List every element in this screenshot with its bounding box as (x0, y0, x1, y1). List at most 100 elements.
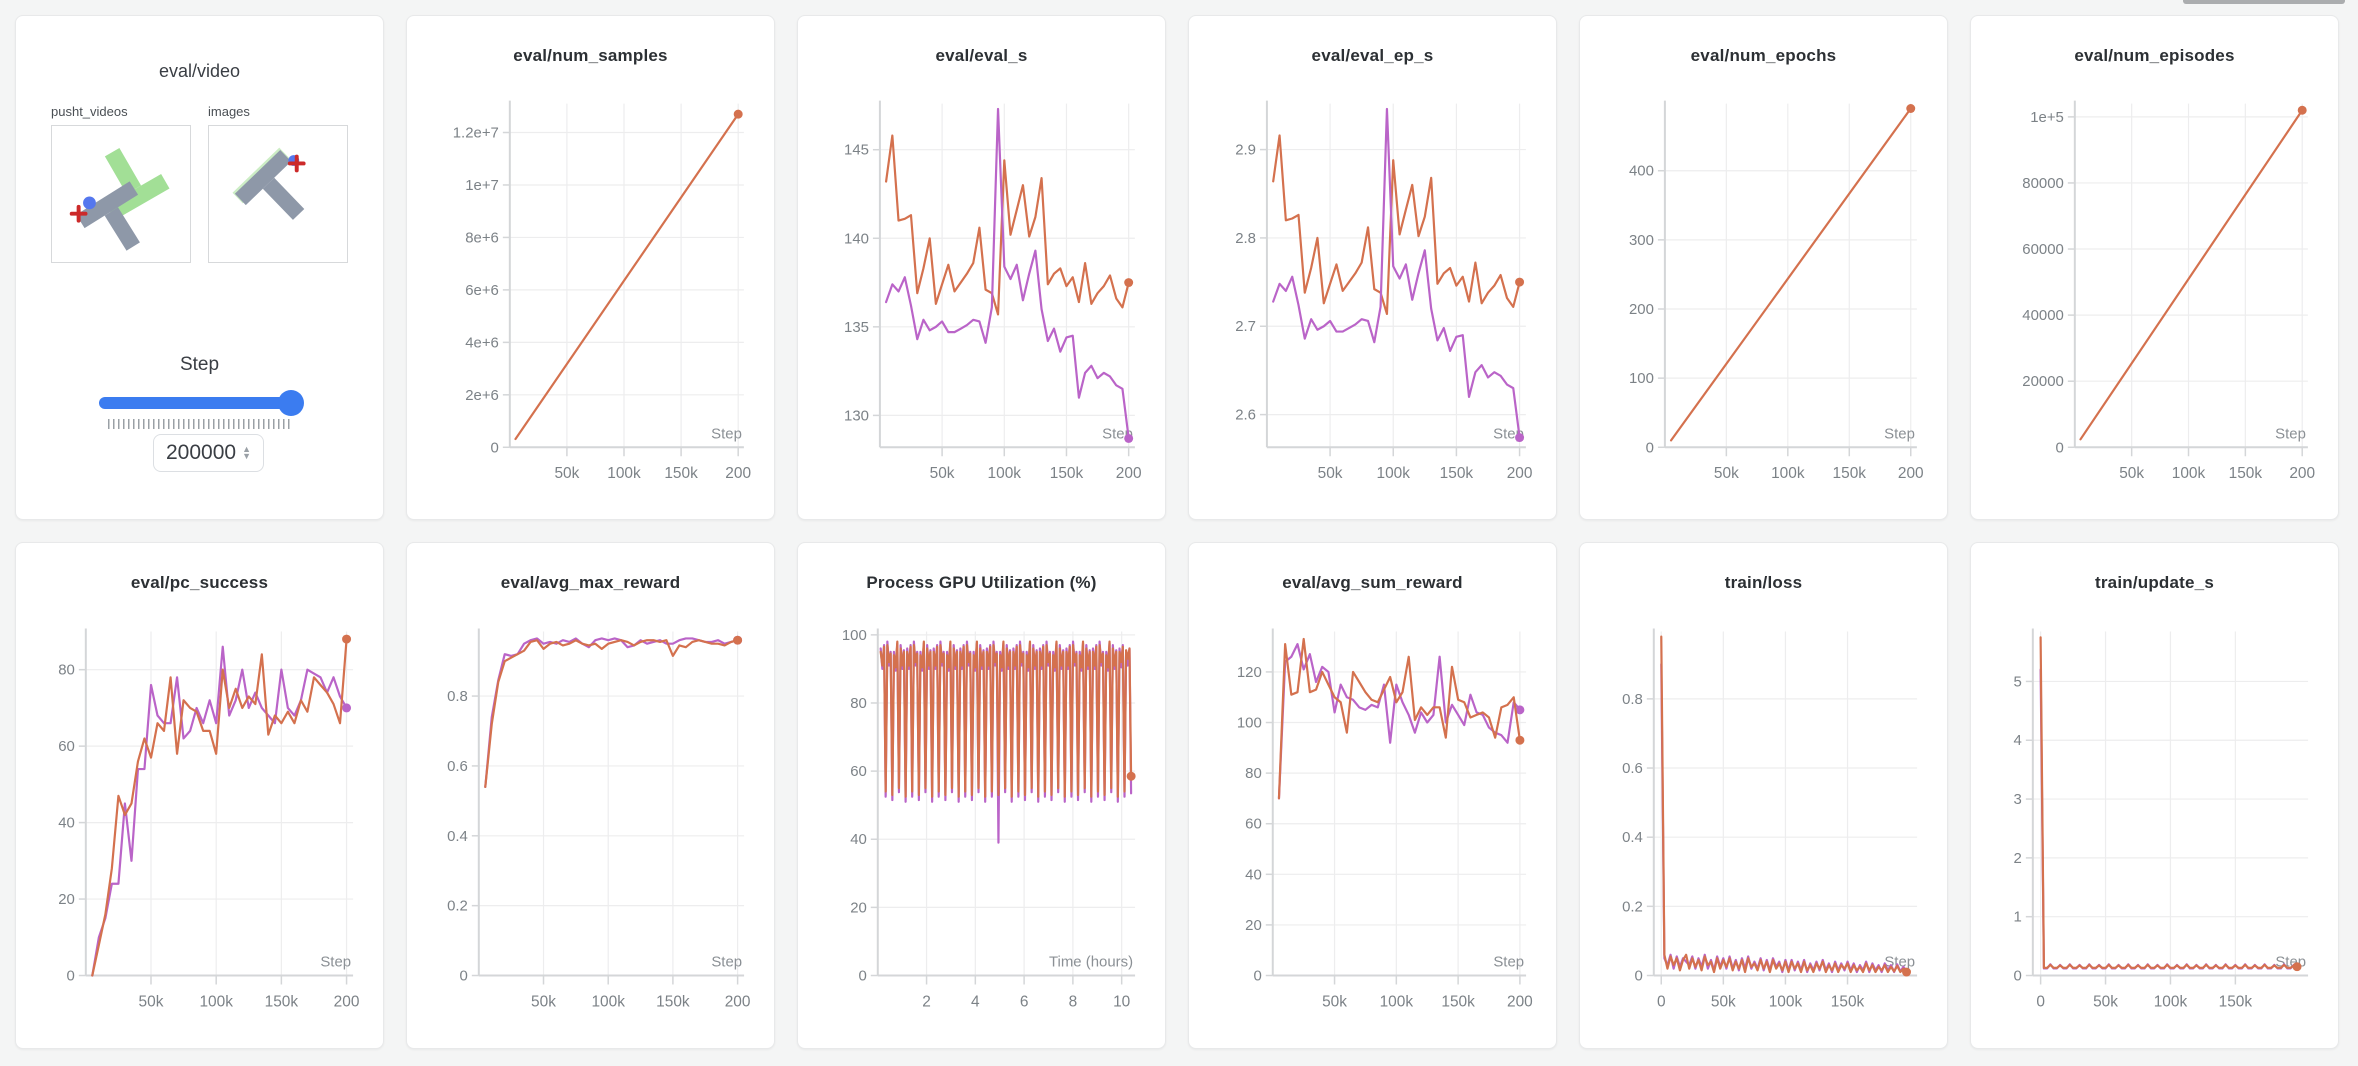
line-chart[interactable]: 0 20 40 60 80 100 2 4 6 8 10 Time (hours) (798, 543, 1165, 1048)
svg-text:20: 20 (850, 899, 867, 916)
svg-text:4: 4 (971, 993, 980, 1010)
svg-text:50k: 50k (531, 993, 556, 1010)
chart-title: eval/num_samples (513, 46, 668, 65)
pusht-image-thumbnail[interactable] (208, 125, 348, 263)
step-number-input[interactable]: 200000 ▲ ▼ (153, 434, 264, 472)
svg-text:0.4: 0.4 (1622, 829, 1643, 846)
svg-text:0: 0 (67, 967, 75, 984)
svg-text:100: 100 (842, 627, 867, 644)
svg-text:2e+6: 2e+6 (465, 387, 499, 404)
line-chart[interactable]: 0 100 200 300 400 50k 100k 150k 200 Step (1580, 16, 1947, 519)
svg-text:50k: 50k (2093, 993, 2118, 1010)
line-chart[interactable]: 0 2e+6 4e+6 6e+6 8e+6 1e+7 1.2e+7 50k 100k 150k 20… (407, 16, 774, 519)
chart-title: eval/pc_success (130, 573, 269, 592)
svg-text:145: 145 (844, 142, 869, 159)
svg-text:8: 8 (1069, 993, 1078, 1010)
line-chart[interactable]: 0 20 40 60 80 50k 100k 150k 200 Step (16, 543, 383, 1048)
svg-text:50k: 50k (554, 465, 579, 482)
svg-text:4: 4 (2014, 732, 2022, 749)
chart-panel-eval-eval-s: eval/eval_s 130 135 140 145 50k 100k 150k 200 St… (797, 15, 1166, 520)
pusht-video-thumbnail[interactable] (51, 125, 191, 263)
chart-panel-eval-eval-ep-s: eval/eval_ep_s 2.6 2.7 2.8 2.9 50k 100k 150k 20… (1188, 15, 1557, 520)
step-slider-thumb[interactable] (278, 390, 304, 416)
media-item-images[interactable]: images (208, 104, 348, 268)
svg-text:50k: 50k (2119, 465, 2144, 482)
svg-text:200: 200 (725, 465, 751, 482)
svg-text:1e+5: 1e+5 (2030, 109, 2064, 126)
svg-text:Step: Step (1493, 954, 1524, 971)
svg-text:40: 40 (58, 815, 75, 832)
svg-text:0: 0 (1253, 967, 1261, 984)
svg-text:50k: 50k (1322, 993, 1347, 1010)
svg-text:150k: 150k (1441, 993, 1475, 1010)
svg-text:150k: 150k (1440, 465, 1474, 482)
step-slider[interactable] (99, 390, 304, 416)
svg-text:0.2: 0.2 (1622, 898, 1643, 915)
svg-text:20: 20 (58, 891, 75, 908)
svg-text:200: 200 (1898, 465, 1924, 482)
svg-text:60: 60 (850, 763, 867, 780)
svg-text:40000: 40000 (2022, 307, 2064, 324)
svg-text:60: 60 (58, 738, 75, 755)
svg-text:0: 0 (859, 967, 867, 984)
svg-text:150k: 150k (656, 993, 690, 1010)
svg-text:120: 120 (1237, 664, 1262, 681)
chart-panel-eval-avg-sum-reward: eval/avg_sum_reward 0 20 40 60 80 100 120 50k 10… (1188, 542, 1557, 1049)
chart-title: eval/num_episodes (2074, 46, 2235, 65)
svg-text:Step: Step (711, 954, 742, 971)
svg-text:0.8: 0.8 (1622, 691, 1643, 708)
svg-text:20000: 20000 (2022, 373, 2064, 390)
chart-panel-eval-pc-success: eval/pc_success 0 20 40 60 80 50k 100k 150k 200 S… (15, 542, 384, 1049)
stepper-down-icon[interactable]: ▼ (242, 451, 251, 461)
svg-text:5: 5 (2014, 673, 2022, 690)
svg-text:400: 400 (1629, 163, 1654, 180)
scroll-remnant-bar (2183, 0, 2345, 4)
chart-title: eval/avg_max_reward (500, 573, 681, 592)
goal-cross-icon (287, 154, 306, 173)
svg-text:150k: 150k (2219, 993, 2253, 1010)
svg-text:2.7: 2.7 (1235, 318, 1256, 335)
chart-title: eval/num_epochs (1690, 46, 1837, 65)
svg-text:Step: Step (711, 425, 742, 442)
svg-text:0.4: 0.4 (447, 828, 468, 845)
svg-text:80: 80 (58, 662, 75, 679)
step-slider-ticks (108, 419, 291, 429)
line-chart[interactable]: 0 20000 40000 60000 80000 1e+5 50k 100k 150k 200 S… (1971, 16, 2338, 519)
svg-text:100k: 100k (1377, 465, 1411, 482)
chart-title: train/loss (1724, 573, 1803, 592)
svg-text:4e+6: 4e+6 (465, 334, 499, 351)
media-item-pusht-videos[interactable]: pusht_videos (51, 104, 191, 268)
line-chart[interactable]: 0 20 40 60 80 100 120 50k 100k 150k 200 Step (1189, 543, 1556, 1048)
stepper-up-icon[interactable]: ▲ (242, 444, 251, 454)
svg-text:100k: 100k (2154, 993, 2188, 1010)
chart-title: eval/avg_sum_reward (1282, 573, 1463, 592)
chart-title: train/update_s (2095, 573, 2214, 592)
svg-text:50k: 50k (139, 993, 164, 1010)
svg-text:135: 135 (844, 319, 869, 336)
svg-text:6e+6: 6e+6 (465, 282, 499, 299)
svg-text:0: 0 (1646, 439, 1654, 456)
svg-text:0.6: 0.6 (447, 758, 468, 775)
svg-text:2.6: 2.6 (1235, 407, 1256, 424)
svg-text:50k: 50k (930, 465, 955, 482)
svg-text:6: 6 (1020, 993, 1029, 1010)
svg-text:100k: 100k (199, 993, 233, 1010)
goal-cross-icon (69, 204, 88, 223)
svg-text:80: 80 (1245, 765, 1262, 782)
svg-text:0: 0 (2056, 439, 2064, 456)
panel-eval-video: eval/video pusht_videos imag (15, 15, 384, 520)
step-value[interactable]: 200000 (166, 441, 237, 464)
chart-panel-eval-num-episodes: eval/num_episodes 0 20000 40000 60000 80000 1… (1970, 15, 2339, 520)
agent-dot-icon (83, 196, 96, 210)
svg-text:150k: 150k (265, 993, 299, 1010)
svg-text:150k: 150k (1050, 465, 1084, 482)
svg-text:0.8: 0.8 (447, 688, 468, 705)
svg-text:0: 0 (491, 439, 499, 456)
svg-text:50k: 50k (1711, 993, 1736, 1010)
line-chart[interactable]: 0 0.2 0.4 0.6 0.8 50k 100k 150k 200 Step (407, 543, 774, 1048)
svg-text:80: 80 (850, 695, 867, 712)
